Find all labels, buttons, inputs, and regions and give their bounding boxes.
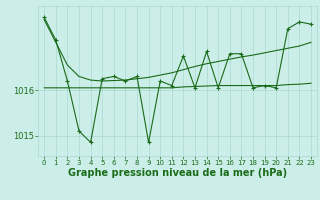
X-axis label: Graphe pression niveau de la mer (hPa): Graphe pression niveau de la mer (hPa)	[68, 168, 287, 178]
